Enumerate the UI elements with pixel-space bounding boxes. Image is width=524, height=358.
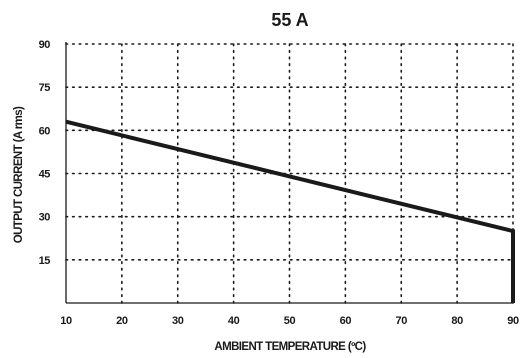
y-tick-label-90: 90	[39, 39, 51, 51]
y-tick-label-15: 15	[39, 255, 51, 267]
x-tick-label-50: 50	[284, 315, 296, 327]
y-tick-label-30: 30	[39, 212, 51, 224]
series-line-0	[65, 119, 515, 303]
y-tick-label-60: 60	[39, 125, 51, 137]
tick-labels: 10 20 30 40 50 60 70 80 90 15 30 45 60 75 90	[39, 39, 520, 327]
y-tick-label-45: 45	[39, 169, 51, 181]
x-tick-label-20: 20	[116, 315, 128, 327]
axes-layer	[65, 42, 513, 304]
x-tick-label-90: 90	[507, 315, 519, 327]
x-tick-label-80: 80	[451, 315, 463, 327]
y-tick-label-75: 75	[39, 82, 51, 94]
x-tick-label-70: 70	[396, 315, 408, 327]
grid-layer	[65, 43, 514, 304]
x-tick-label-30: 30	[172, 315, 184, 327]
chart-title: 55 A	[271, 10, 308, 30]
x-tick-label-10: 10	[60, 315, 72, 327]
series-layer	[65, 119, 515, 303]
x-axis-label: AMBIENT TEMPERATURE (ºC)	[214, 341, 366, 353]
x-tick-label-40: 40	[228, 315, 240, 327]
x-tick-label-60: 60	[340, 315, 352, 327]
y-axis-label: OUTPUT CURRENT (A rms)	[13, 106, 25, 243]
